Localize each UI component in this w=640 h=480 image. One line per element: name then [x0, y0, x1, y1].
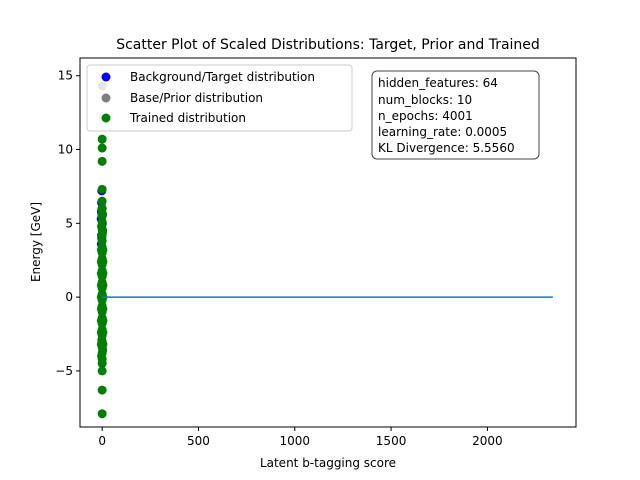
x-tick-label: 2000 — [472, 434, 503, 448]
x-tick-label: 0 — [98, 434, 106, 448]
info-line-kl-divergence: KL Divergence: 5.5560 — [378, 141, 515, 155]
scatter-point-s2-3 — [97, 184, 107, 194]
y-tick-label: 0 — [65, 290, 73, 304]
scatter-point-s2-50 — [98, 316, 108, 326]
scatter-point-s2-49 — [98, 304, 108, 314]
scatter-point-s2-0 — [97, 134, 107, 144]
scatter-point-s2-32 — [97, 366, 107, 376]
info-box-frame — [371, 70, 540, 160]
scatter-point-s2-46 — [98, 268, 108, 278]
info-line-num-blocks: num_blocks: 10 — [378, 93, 472, 107]
scatter-point-s2-33 — [97, 385, 107, 395]
scatter-point-s2-47 — [98, 280, 108, 290]
x-axis-label: Latent b-tagging score — [260, 456, 396, 470]
y-tick-label: 10 — [58, 143, 73, 157]
legend: Background/Target distribution Base/Prio… — [86, 64, 353, 132]
x-tick-label: 1500 — [376, 434, 407, 448]
scatter-point-s2-59 — [97, 335, 107, 345]
legend-marker-prior — [101, 93, 111, 103]
scatter-point-s2-1 — [97, 143, 107, 153]
legend-marker-target — [101, 72, 111, 82]
legend-label-trained: Trained distribution — [129, 111, 246, 125]
info-line-n-epochs: n_epochs: 4001 — [378, 109, 473, 123]
x-tick-label: 500 — [187, 434, 210, 448]
y-tick-label: 5 — [65, 216, 73, 230]
info-box: hidden_features: 64 num_blocks: 10 n_epo… — [371, 70, 540, 160]
scatter-point-s2-34 — [97, 409, 107, 419]
scatter-point-s2-57 — [97, 205, 107, 215]
chart-title: Scatter Plot of Scaled Distributions: Ta… — [116, 37, 540, 53]
scatter-point-s2-4 — [97, 196, 107, 206]
scatter-point-s2-51 — [98, 328, 108, 338]
scatter-point-s2-44 — [98, 245, 108, 255]
y-tick-label: 15 — [58, 69, 73, 83]
legend-label-target: Background/Target distribution — [130, 70, 315, 84]
y-axis: −5 0 5 10 15 — [55, 69, 80, 378]
scatter-point-s2-56 — [98, 345, 108, 355]
legend-label-prior: Base/Prior distribution — [130, 91, 263, 105]
scatter-point-s2-31 — [97, 359, 107, 369]
y-tick-label: −5 — [55, 364, 73, 378]
plot-frame — [79, 57, 577, 428]
legend-marker-trained — [101, 113, 111, 123]
info-line-hidden-features: hidden_features: 64 — [378, 76, 498, 90]
x-tick-label: 1000 — [279, 434, 310, 448]
legend-frame — [86, 64, 353, 132]
scatter-point-s2-2 — [97, 156, 107, 166]
info-line-learning-rate: learning_rate: 0.0005 — [378, 125, 507, 139]
scatter-point-s2-45 — [98, 257, 108, 267]
x-axis: 0 500 1000 1500 2000 — [98, 427, 503, 448]
y-axis-label: Energy [GeV] — [29, 202, 43, 282]
scatter-point-s2-58 — [98, 227, 108, 237]
